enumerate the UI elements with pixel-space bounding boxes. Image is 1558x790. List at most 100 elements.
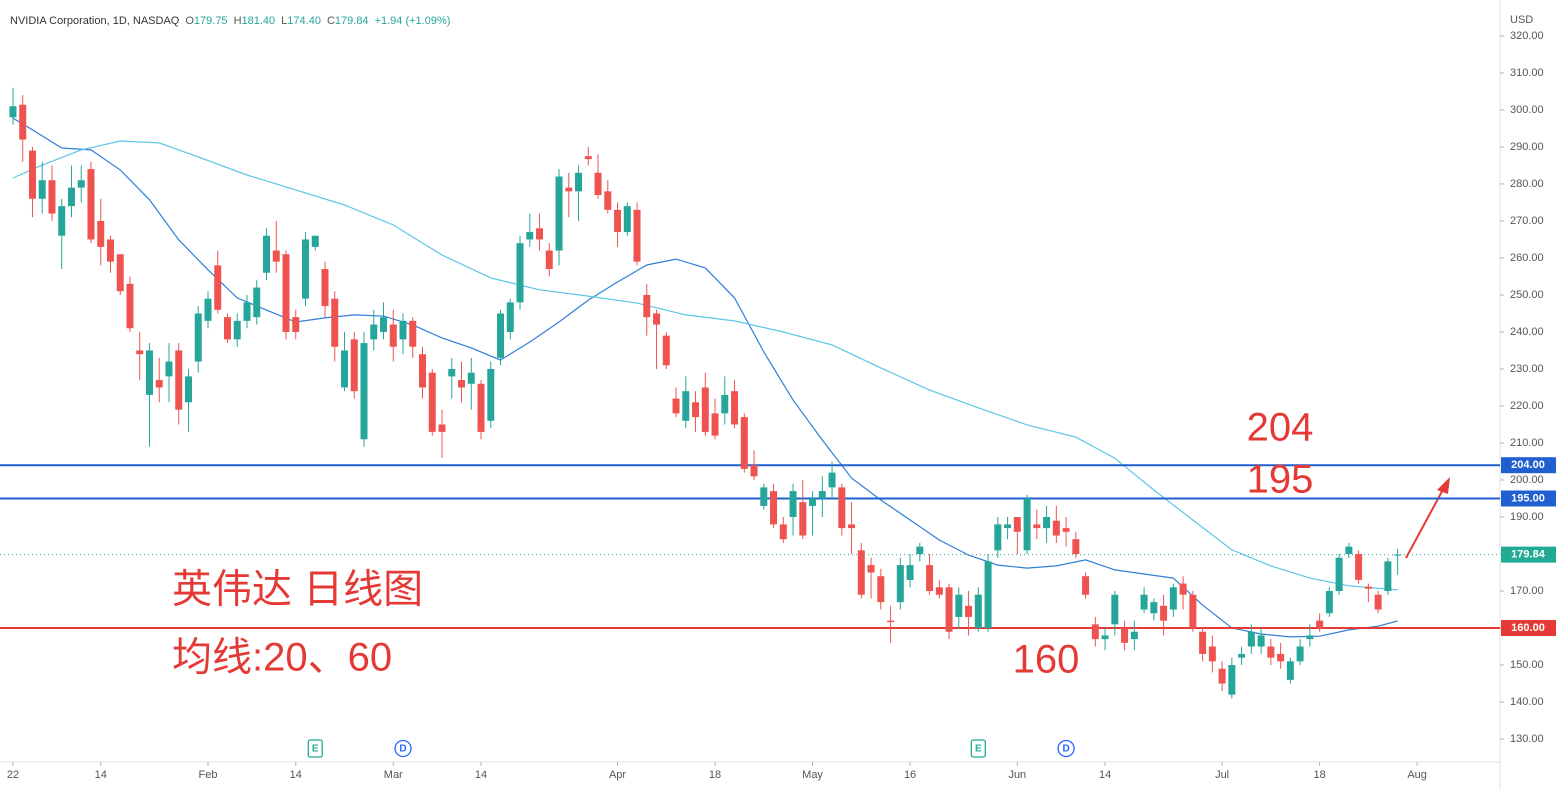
candle-body [1111,594,1119,625]
candle-body [214,265,222,310]
candle-body [184,376,192,403]
candle-body [58,206,66,236]
y-tick-label: 140.00 [1510,696,1544,708]
y-tick-label: 310.00 [1510,67,1544,79]
candle-body [497,313,505,358]
legend-value: 181.40 [242,15,276,27]
candle-body [409,320,417,347]
x-tick-label: Apr [609,769,626,781]
x-tick-label: 14 [290,769,302,781]
candle-body [155,380,163,388]
y-tick-label: 260.00 [1510,252,1544,264]
x-tick-label: 14 [475,769,487,781]
candle-body [87,169,95,240]
y-tick-label: 200.00 [1510,474,1544,486]
y-tick-label: 240.00 [1510,326,1544,338]
candle-body [1374,594,1382,610]
candle-body [1325,591,1333,614]
candle-body [721,394,729,414]
event-badge [1057,739,1075,758]
candle-body [1277,653,1285,662]
y-tick-label: 250.00 [1510,289,1544,301]
x-tick-label: 16 [904,769,916,781]
y-tick-label: 130.00 [1510,733,1544,745]
candle-body [126,283,134,329]
event-badge [394,739,412,758]
event-label: E [312,744,319,755]
candle-body [740,417,748,469]
candle-body [945,587,953,632]
candle-body [779,524,787,540]
candle-body [955,594,963,617]
candle-body [77,180,85,188]
candle-body [750,465,758,477]
candle-body [458,380,466,388]
symbol: NVIDIA Corporation, 1D, NASDAQ [10,15,180,27]
candle-body [419,354,427,388]
candle-body [1043,517,1051,529]
candle-body [48,180,56,214]
candle-body [1335,557,1343,592]
y-tick-label: 150.00 [1510,659,1544,671]
candle-body [584,156,592,160]
candle-body [614,209,622,233]
candle-body [399,320,407,340]
candle-body [106,239,114,262]
candle-body [1052,520,1060,536]
candle-body [848,524,856,529]
candle-body [1238,653,1246,658]
candle-body [906,565,914,580]
candle-body [370,324,378,340]
candle-body [1394,554,1402,556]
candle-body [136,350,144,355]
legend-value: +1.94 (+1.09%) [375,15,451,27]
candle-body [575,172,583,192]
candle-body [643,294,651,318]
candle-body [877,576,885,603]
candle-body [311,235,319,247]
annotation: 195 [1247,458,1314,502]
x-tick-label: Feb [199,769,218,781]
candle-body [935,587,943,595]
legend-value: 179.75 [194,15,228,27]
candle-body [1072,539,1080,555]
candle-body [1130,631,1138,640]
candle-body [253,287,261,318]
candle-body [1306,635,1314,640]
candle-body [1247,631,1255,647]
candle-body [165,361,173,377]
candle-body [799,502,807,536]
candle-body [116,254,124,292]
legend-key: O [185,15,194,27]
candle-body [887,620,895,623]
x-tick-label: Aug [1407,769,1427,781]
candle-body [331,298,339,347]
candle-body [682,391,690,421]
candle-body [926,565,934,592]
annotation: 均线:20、60 [172,636,392,680]
x-tick-label: 14 [1099,769,1111,781]
arrow-shaft [1405,483,1447,559]
candle-body [701,387,709,432]
header: NVIDIA Corporation, 1D, NASDAQ O179.75 H18… [10,15,450,27]
candle-body [487,368,495,421]
candle-body [38,180,46,199]
legend-value: 174.40 [287,15,321,27]
last-price-box [1501,546,1556,563]
candle-body [428,372,436,432]
candle-body [789,491,797,518]
event-badge [970,739,986,758]
moving-average-line [12,117,1398,638]
candle-body [662,335,670,366]
candle-body [896,565,904,603]
candle-body [389,324,397,347]
legend-key: C [327,15,335,27]
candle-body [857,550,865,595]
candle-body [1150,602,1158,614]
candle-body [282,254,290,332]
candle-body [1004,524,1012,529]
candle-body [1013,517,1021,532]
annotation: 英伟达 日线图 [172,568,423,612]
candle-body [448,368,456,377]
